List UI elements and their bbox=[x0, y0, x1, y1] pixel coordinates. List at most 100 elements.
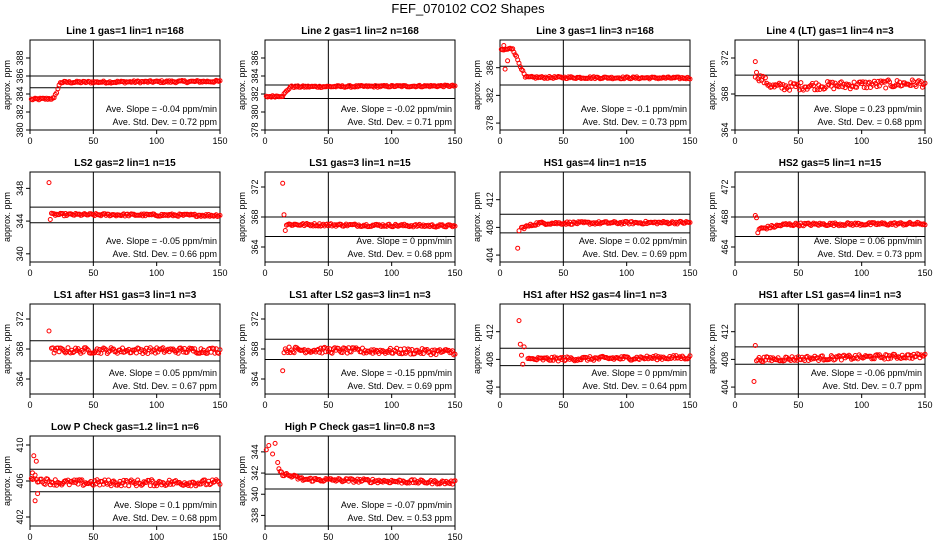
data-point bbox=[754, 69, 759, 75]
data-point bbox=[418, 350, 424, 356]
x-tick-label: 50 bbox=[558, 268, 568, 278]
x-tick-label: 50 bbox=[793, 136, 803, 146]
data-point bbox=[452, 83, 458, 89]
data-point bbox=[827, 220, 833, 226]
stddev-annotation: Ave. Std. Dev. = 0.66 ppm bbox=[113, 249, 217, 259]
data-point bbox=[51, 482, 57, 488]
data-point bbox=[922, 351, 928, 357]
data-point bbox=[916, 78, 922, 84]
data-point bbox=[765, 354, 771, 360]
stddev-annotation: Ave. Std. Dev. = 0.69 ppm bbox=[348, 381, 452, 391]
plot-title: HS1 gas=4 lin=1 n=15 bbox=[544, 158, 647, 169]
data-point bbox=[197, 350, 203, 356]
slope-annotation: Ave. Slope = -0.04 ppm/min bbox=[106, 104, 217, 114]
data-point bbox=[71, 477, 77, 483]
data-point bbox=[835, 354, 841, 360]
slope-annotation: Ave. Slope = -0.05 ppm/min bbox=[106, 236, 217, 246]
data-point bbox=[280, 94, 286, 99]
y-tick-label: 402 bbox=[15, 509, 25, 524]
data-point bbox=[754, 215, 759, 221]
stddev-annotation: Ave. Std. Dev. = 0.7 ppm bbox=[823, 381, 922, 391]
data-point bbox=[30, 470, 35, 476]
data-point bbox=[348, 349, 354, 355]
data-point bbox=[365, 477, 371, 482]
x-tick-label: 0 bbox=[732, 136, 737, 146]
plot-panel: Line 4 (LT) gas=1 lin=4 n=3 0 50 100 150 364 3… bbox=[707, 26, 933, 146]
data-point bbox=[756, 78, 762, 84]
data-point bbox=[831, 86, 837, 92]
data-point bbox=[806, 358, 811, 363]
data-point bbox=[572, 358, 578, 364]
data-point bbox=[291, 350, 297, 356]
data-point bbox=[360, 345, 365, 351]
data-point bbox=[883, 85, 889, 91]
y-tick-label: 342 bbox=[250, 466, 260, 481]
data-point bbox=[415, 480, 421, 486]
data-point bbox=[290, 349, 296, 355]
y-tick-label: 406 bbox=[15, 473, 25, 488]
y-axis-label: approx. ppm bbox=[472, 60, 482, 110]
x-tick-label: 50 bbox=[558, 136, 568, 146]
data-point bbox=[31, 453, 37, 459]
data-point bbox=[687, 353, 693, 359]
data-point bbox=[409, 477, 415, 483]
data-point bbox=[51, 350, 57, 356]
x-tick-label: 100 bbox=[384, 136, 399, 146]
x-tick-label: 150 bbox=[682, 136, 697, 146]
x-tick-label: 100 bbox=[149, 532, 164, 540]
y-tick-label: 364 bbox=[250, 371, 260, 386]
y-tick-label: 408 bbox=[485, 352, 495, 367]
slope-annotation: Ave. Slope = 0.02 ppm/min bbox=[579, 236, 687, 246]
data-point bbox=[282, 228, 288, 233]
data-point bbox=[154, 483, 160, 489]
y-tick-label: 364 bbox=[15, 371, 25, 386]
x-tick-label: 0 bbox=[732, 268, 737, 278]
x-tick-label: 50 bbox=[323, 268, 333, 278]
y-axis-label: approx. ppm bbox=[2, 192, 12, 242]
data-point bbox=[448, 349, 454, 355]
data-point bbox=[752, 343, 758, 348]
data-point bbox=[32, 498, 38, 504]
plot-frame bbox=[499, 303, 691, 395]
y-tick-label: 364 bbox=[250, 239, 260, 254]
data-points bbox=[28, 453, 223, 504]
y-tick-label: 472 bbox=[720, 179, 730, 194]
x-tick-label: 100 bbox=[854, 136, 869, 146]
data-point bbox=[84, 346, 90, 352]
data-point bbox=[517, 341, 523, 347]
data-point bbox=[760, 73, 766, 79]
stddev-annotation: Ave. Std. Dev. = 0.73 ppm bbox=[818, 249, 922, 259]
y-axis-label: approx. ppm bbox=[237, 456, 247, 506]
x-tick-label: 0 bbox=[262, 136, 267, 146]
plot-title: LS1 after LS2 gas=3 lin=1 n=3 bbox=[289, 290, 431, 301]
y-tick-label: 368 bbox=[15, 341, 25, 356]
data-point bbox=[502, 66, 508, 72]
data-points bbox=[752, 59, 928, 93]
y-tick-label: 412 bbox=[485, 192, 495, 207]
y-axis-label: approx. ppm bbox=[2, 324, 12, 374]
y-tick-label: 368 bbox=[250, 209, 260, 224]
data-point bbox=[63, 478, 68, 484]
data-point bbox=[32, 472, 38, 478]
y-tick-label: 348 bbox=[15, 181, 25, 196]
data-point bbox=[922, 80, 928, 86]
stddev-annotation: Ave. Std. Dev. = 0.68 ppm bbox=[113, 513, 217, 523]
data-point bbox=[211, 346, 217, 352]
data-point bbox=[275, 460, 281, 465]
data-point bbox=[419, 346, 425, 352]
data-point bbox=[761, 80, 767, 86]
y-axis-label: approx. ppm bbox=[707, 324, 717, 374]
x-tick-label: 150 bbox=[447, 400, 462, 410]
data-point bbox=[185, 483, 191, 488]
data-point bbox=[126, 483, 132, 489]
data-point bbox=[393, 348, 398, 354]
y-axis-label: approx. ppm bbox=[2, 60, 12, 110]
data-point bbox=[592, 221, 598, 227]
data-point bbox=[819, 353, 825, 359]
data-point bbox=[517, 64, 523, 70]
data-point bbox=[828, 353, 834, 359]
x-tick-label: 50 bbox=[323, 136, 333, 146]
data-point bbox=[844, 81, 849, 87]
data-point bbox=[450, 82, 455, 88]
x-tick-label: 100 bbox=[149, 400, 164, 410]
